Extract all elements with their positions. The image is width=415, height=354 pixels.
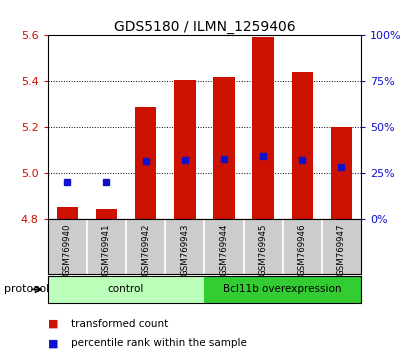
Title: GDS5180 / ILMN_1259406: GDS5180 / ILMN_1259406	[114, 21, 295, 34]
Text: GSM769942: GSM769942	[141, 224, 150, 276]
Bar	[56, 207, 78, 219]
Text: GSM769943: GSM769943	[180, 224, 189, 276]
Text: ■: ■	[48, 338, 58, 348]
Text: ■: ■	[48, 319, 58, 329]
Bar	[205, 276, 361, 303]
Text: protocol: protocol	[4, 284, 49, 295]
Bar	[135, 107, 156, 219]
Text: GSM769941: GSM769941	[102, 224, 111, 276]
Text: GSM769946: GSM769946	[298, 224, 307, 276]
Bar	[174, 80, 195, 219]
Text: GSM769945: GSM769945	[259, 224, 268, 276]
Bar	[48, 276, 205, 303]
Text: GSM769947: GSM769947	[337, 224, 346, 276]
Bar	[291, 72, 313, 219]
Text: Bcl11b overexpression: Bcl11b overexpression	[223, 284, 342, 295]
Bar	[213, 77, 235, 219]
Bar	[96, 209, 117, 219]
Text: transformed count: transformed count	[71, 319, 168, 329]
Text: percentile rank within the sample: percentile rank within the sample	[71, 338, 247, 348]
Text: GSM769944: GSM769944	[220, 224, 229, 276]
Text: control: control	[108, 284, 144, 295]
Text: GSM769940: GSM769940	[63, 224, 72, 276]
Bar	[252, 36, 274, 219]
Bar	[331, 127, 352, 219]
